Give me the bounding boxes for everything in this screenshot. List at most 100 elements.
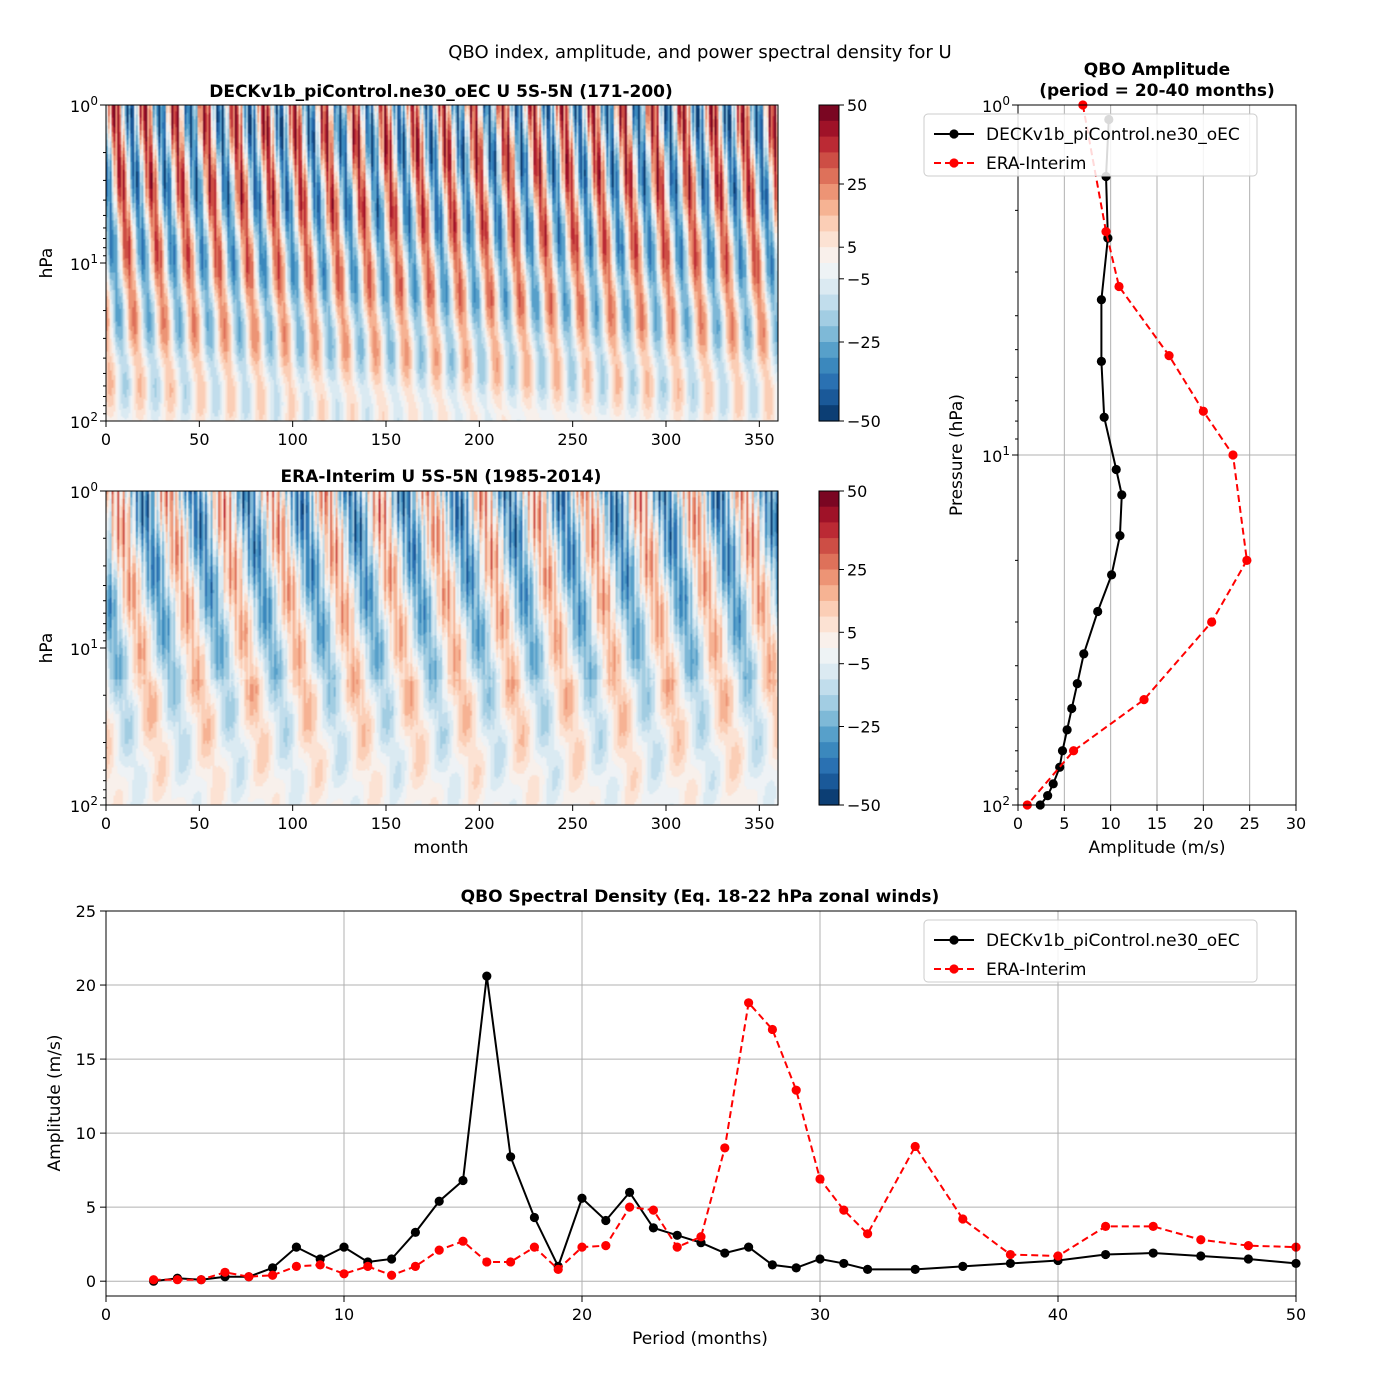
spectral-model-point: [958, 1261, 968, 1271]
spectral-obs-series-group: [149, 998, 1301, 1285]
spectral-xtick-label: 40: [1048, 1305, 1068, 1324]
spectral-model-point: [434, 1196, 444, 1206]
colorbar-level: [819, 789, 839, 806]
spectral-xtick-label: 10: [334, 1305, 354, 1324]
spectral-model-point: [1243, 1254, 1253, 1264]
hm2-xtick-label: 150: [371, 814, 402, 833]
spectral-xtick-label: 20: [572, 1305, 592, 1324]
amplitude-obs-point: [1242, 555, 1252, 565]
spectral-xlabel: Period (months): [632, 1329, 768, 1349]
spectral-xtick-label: 30: [810, 1305, 830, 1324]
amplitude-ytick-label-base: 10: [982, 447, 1002, 466]
colorbar-level: [819, 357, 839, 375]
spectral-model-point: [529, 1212, 540, 1223]
colorbar-level: [819, 342, 839, 359]
colorbar-level: [819, 199, 839, 217]
colorbar-level: [819, 522, 839, 539]
hm2-ytick-label-exp: 1: [90, 637, 98, 651]
colorbar-level: [819, 632, 839, 649]
amplitude-subtitle: (period = 20-40 months): [1039, 81, 1275, 101]
amplitude-xtick-label: 20: [1193, 814, 1213, 833]
colorbar-level: [819, 136, 839, 153]
model-hovmoller-x-ticks: 0 50 100 150 200 250 300 350: [101, 421, 775, 449]
hm2-xtick-label: 0: [101, 814, 111, 833]
obs-wind-contour-image: [106, 491, 778, 805]
legend-entry: ERA-Interim: [986, 154, 1086, 174]
colorbar-tick-label: −25: [847, 718, 881, 737]
amplitude-obs-point: [1228, 450, 1238, 460]
spectral-x-ticks: 0 10 20 30 40 50: [101, 1296, 1306, 1324]
model-colorbar: 50 25 5 −5 −25 −50: [818, 96, 881, 431]
colorbar-tick-label: 25: [847, 561, 867, 580]
amplitude-obs-point: [1207, 617, 1217, 627]
colorbar-tick-label: 5: [847, 238, 857, 257]
spectral-model-point: [577, 1193, 587, 1203]
amplitude-ytick-label-exp: 1: [1002, 444, 1010, 458]
spectral-model-point: [791, 1263, 801, 1273]
colorbar-level: [819, 389, 839, 406]
spectral-obs-point: [863, 1229, 873, 1239]
hm2-xtick-label: 350: [744, 814, 775, 833]
spectral-obs-point: [172, 1275, 182, 1285]
amplitude-obs-point: [1114, 281, 1124, 292]
spectral-model-point: [625, 1187, 635, 1197]
colorbar-level: [819, 538, 839, 555]
hm1-ytick-label-exp: 1: [90, 252, 98, 266]
spectral-obs-point: [815, 1174, 825, 1184]
colorbar-tick-label: −50: [847, 796, 881, 815]
amplitude-model-point: [1067, 703, 1077, 714]
amplitude-model-point: [1115, 531, 1125, 541]
colorbar-level: [819, 695, 839, 712]
spectral-model-point: [268, 1263, 278, 1273]
spectral-obs-point: [958, 1214, 968, 1224]
amplitude-ytick-label-exp: 0: [1002, 94, 1010, 108]
legend-box: [923, 113, 1258, 177]
obs-hovmoller-ylabel: hPa: [37, 633, 57, 664]
amplitude-legend: DECKv1b_piControl.ne30_oEC ERA-Interim: [923, 113, 1258, 177]
spectral-obs-point: [696, 1232, 706, 1242]
spectral-ylabel: Amplitude (m/s): [45, 1035, 65, 1172]
spectral-obs-point: [601, 1241, 611, 1251]
colorbar-level: [819, 152, 839, 169]
spectral-obs-point: [458, 1236, 468, 1246]
spectral-obs-point: [1243, 1241, 1253, 1251]
colorbar-tick-label: −5: [847, 655, 871, 674]
spectral-series: [149, 971, 1301, 1286]
model-hovmoller-title: DECKv1b_piControl.ne30_oEC U 5S-5N (171-…: [209, 82, 673, 102]
spectral-model-point: [744, 1242, 754, 1252]
spectral-obs-point: [363, 1261, 373, 1271]
spectral-obs-point: [482, 1257, 492, 1267]
amplitude-ytick-label-exp: 2: [1002, 794, 1010, 808]
spectral-model-point: [815, 1254, 825, 1264]
spectral-model-point: [339, 1242, 349, 1252]
colorbar-level: [819, 326, 839, 343]
hm2-ytick-label-base: 10: [70, 483, 90, 502]
spectral-ytick-label: 0: [86, 1272, 96, 1291]
amplitude-model-point: [1117, 490, 1127, 500]
spectral-obs-point: [387, 1270, 397, 1280]
hm2-ytick-label-base: 10: [70, 640, 90, 659]
amplitude-obs-point: [1198, 406, 1208, 416]
legend-marker: [949, 158, 959, 168]
hm1-ytick-label: 100: [70, 94, 98, 116]
spectral-ytick-label: 25: [76, 902, 96, 921]
colorbar-level: [819, 105, 839, 122]
amplitude-model-line: [1039, 119, 1123, 806]
spectral-obs-point: [410, 1261, 420, 1271]
spectral-obs-point: [553, 1264, 563, 1274]
amplitude-x-ticks: 0 5 10 15 20 25 30: [1013, 805, 1306, 833]
colorbar-tick-label: 25: [847, 175, 867, 194]
amplitude-model-point: [1062, 725, 1072, 735]
legend-marker: [949, 935, 959, 945]
amplitude-model-point: [1106, 570, 1117, 580]
colorbar-level: [819, 278, 839, 296]
spectral-obs-point: [625, 1202, 635, 1212]
colorbar-level: [819, 506, 839, 523]
hm1-xtick-label: 250: [557, 430, 588, 449]
spectral-model-point: [839, 1258, 849, 1269]
colorbar-tick-label: 5: [847, 623, 857, 642]
spectral-model-point: [387, 1254, 397, 1264]
spectral-ytick-label: 20: [76, 976, 96, 995]
legend-entry: DECKv1b_piControl.ne30_oEC: [986, 125, 1240, 145]
